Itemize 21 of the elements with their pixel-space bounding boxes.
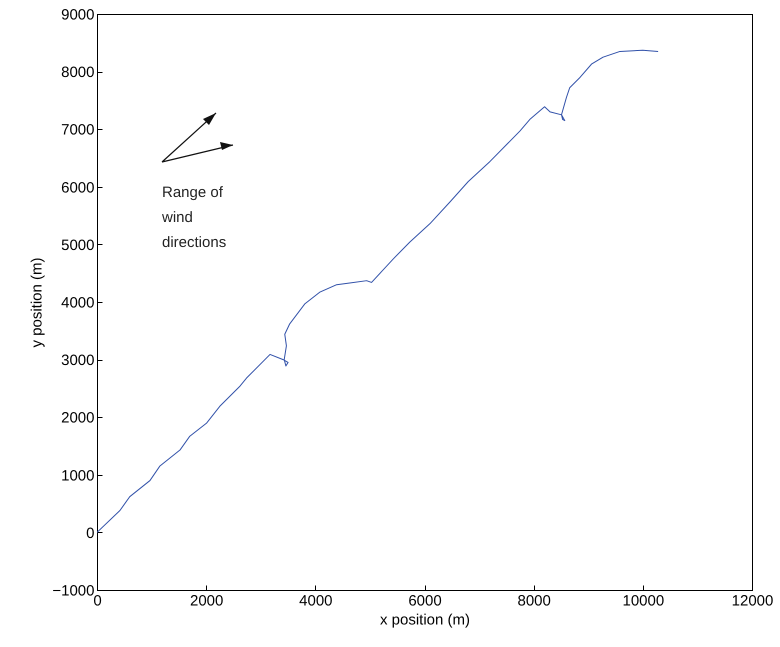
y-tick-label: 9000 bbox=[61, 6, 94, 24]
y-tick-label: 5000 bbox=[61, 236, 94, 254]
x-tick-label: 12000 bbox=[732, 592, 774, 610]
x-tick-label: 6000 bbox=[408, 592, 442, 610]
line-series bbox=[97, 50, 659, 533]
y-tick-label: 4000 bbox=[61, 294, 94, 312]
y-axis-title: y position (m) bbox=[28, 257, 46, 348]
x-axis-title: x position (m) bbox=[380, 612, 470, 628]
y-tick-label: 8000 bbox=[61, 64, 94, 82]
x-tick-label: 2000 bbox=[190, 592, 224, 610]
y-tick-label: 7000 bbox=[61, 122, 94, 139]
annotation: Range of wind directions bbox=[162, 183, 228, 253]
y-tick-label: 6000 bbox=[61, 179, 94, 196]
y-tick-label: 3000 bbox=[61, 352, 94, 370]
x-tick-label: 4000 bbox=[299, 592, 333, 610]
y-tick-label: 1000 bbox=[61, 467, 94, 484]
y-tick-label: −1000 bbox=[52, 582, 94, 600]
y-tick-label: 0 bbox=[86, 524, 94, 542]
x-tick-label: 8000 bbox=[517, 592, 551, 610]
x-tick-label: 10000 bbox=[622, 592, 664, 610]
y-tick-label: 2000 bbox=[61, 410, 94, 427]
